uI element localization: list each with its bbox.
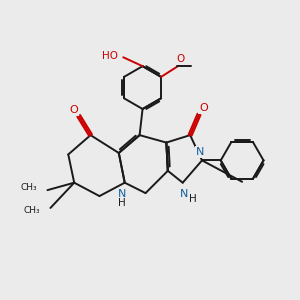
Text: O: O — [176, 54, 184, 64]
Text: H: H — [189, 194, 197, 204]
Text: O: O — [199, 103, 208, 113]
Text: CH₃: CH₃ — [23, 206, 40, 215]
Text: H: H — [118, 198, 126, 208]
Text: O: O — [70, 105, 79, 115]
Text: N: N — [180, 189, 188, 199]
Text: N: N — [118, 189, 126, 199]
Text: HO: HO — [102, 51, 118, 61]
Text: N: N — [196, 147, 205, 157]
Text: CH₃: CH₃ — [20, 183, 37, 192]
